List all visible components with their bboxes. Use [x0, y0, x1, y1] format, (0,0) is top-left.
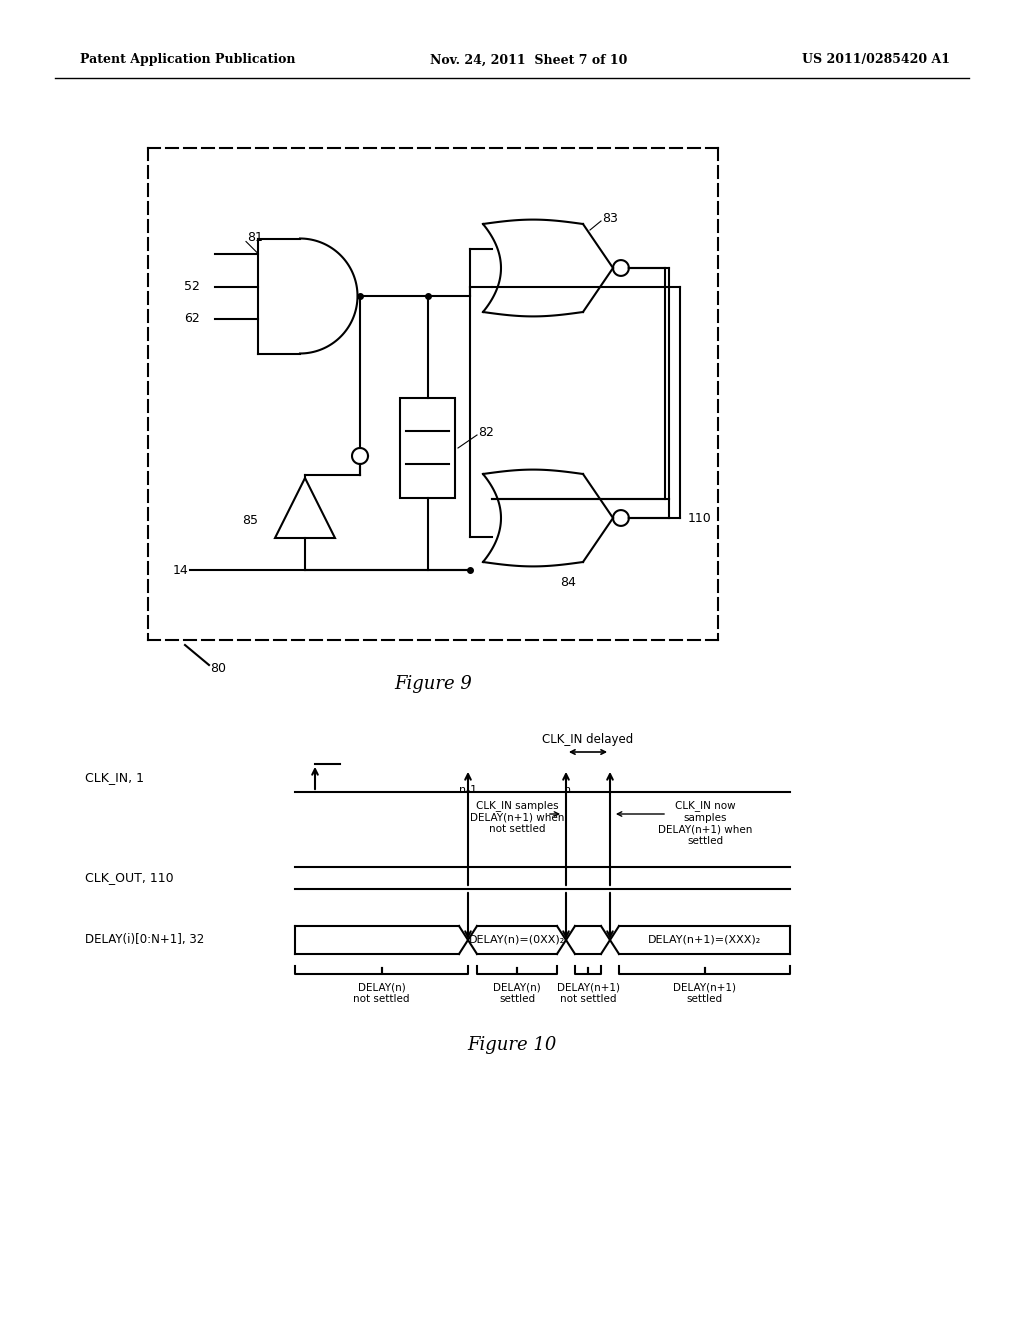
Text: DELAY(n+1)
settled: DELAY(n+1) settled: [673, 982, 736, 1003]
Text: DELAY(i)[0:N+1], 32: DELAY(i)[0:N+1], 32: [85, 933, 204, 946]
Text: Nov. 24, 2011  Sheet 7 of 10: Nov. 24, 2011 Sheet 7 of 10: [430, 54, 628, 66]
Text: DELAY(n)=(0XX)₂: DELAY(n)=(0XX)₂: [469, 935, 565, 945]
Text: 83: 83: [602, 211, 617, 224]
Text: 80: 80: [210, 661, 226, 675]
Text: DELAY(n)
settled: DELAY(n) settled: [494, 982, 541, 1003]
Text: 62: 62: [184, 312, 200, 325]
Bar: [400, 399, 455, 498]
Text: 84: 84: [560, 576, 575, 589]
Text: Figure 10: Figure 10: [467, 1036, 557, 1053]
Text: 85: 85: [242, 513, 258, 527]
Text: 82: 82: [478, 425, 494, 438]
Text: 81: 81: [247, 231, 263, 244]
Text: DELAY(n+1)
not settled: DELAY(n+1) not settled: [556, 982, 620, 1003]
Text: CLK_IN delayed: CLK_IN delayed: [543, 733, 634, 746]
Text: US 2011/0285420 A1: US 2011/0285420 A1: [802, 54, 950, 66]
Text: 52: 52: [184, 280, 200, 293]
Text: Patent Application Publication: Patent Application Publication: [80, 54, 296, 66]
Text: CLK_IN now
samples
DELAY(n+1) when
settled: CLK_IN now samples DELAY(n+1) when settl…: [657, 800, 753, 846]
Text: CLK_IN samples
DELAY(n+1) when
not settled: CLK_IN samples DELAY(n+1) when not settl…: [470, 800, 564, 834]
Text: CLK_OUT, 110: CLK_OUT, 110: [85, 871, 174, 884]
Text: n: n: [564, 785, 571, 795]
Text: Figure 9: Figure 9: [394, 675, 472, 693]
Text: CLK_IN, 1: CLK_IN, 1: [85, 771, 144, 784]
Text: DELAY(n)
not settled: DELAY(n) not settled: [353, 982, 410, 1003]
Text: DELAY(n+1)=(XXX)₂: DELAY(n+1)=(XXX)₂: [648, 935, 761, 945]
Text: 110: 110: [688, 511, 712, 524]
Text: 14: 14: [172, 564, 188, 577]
Text: n-1: n-1: [459, 785, 477, 795]
